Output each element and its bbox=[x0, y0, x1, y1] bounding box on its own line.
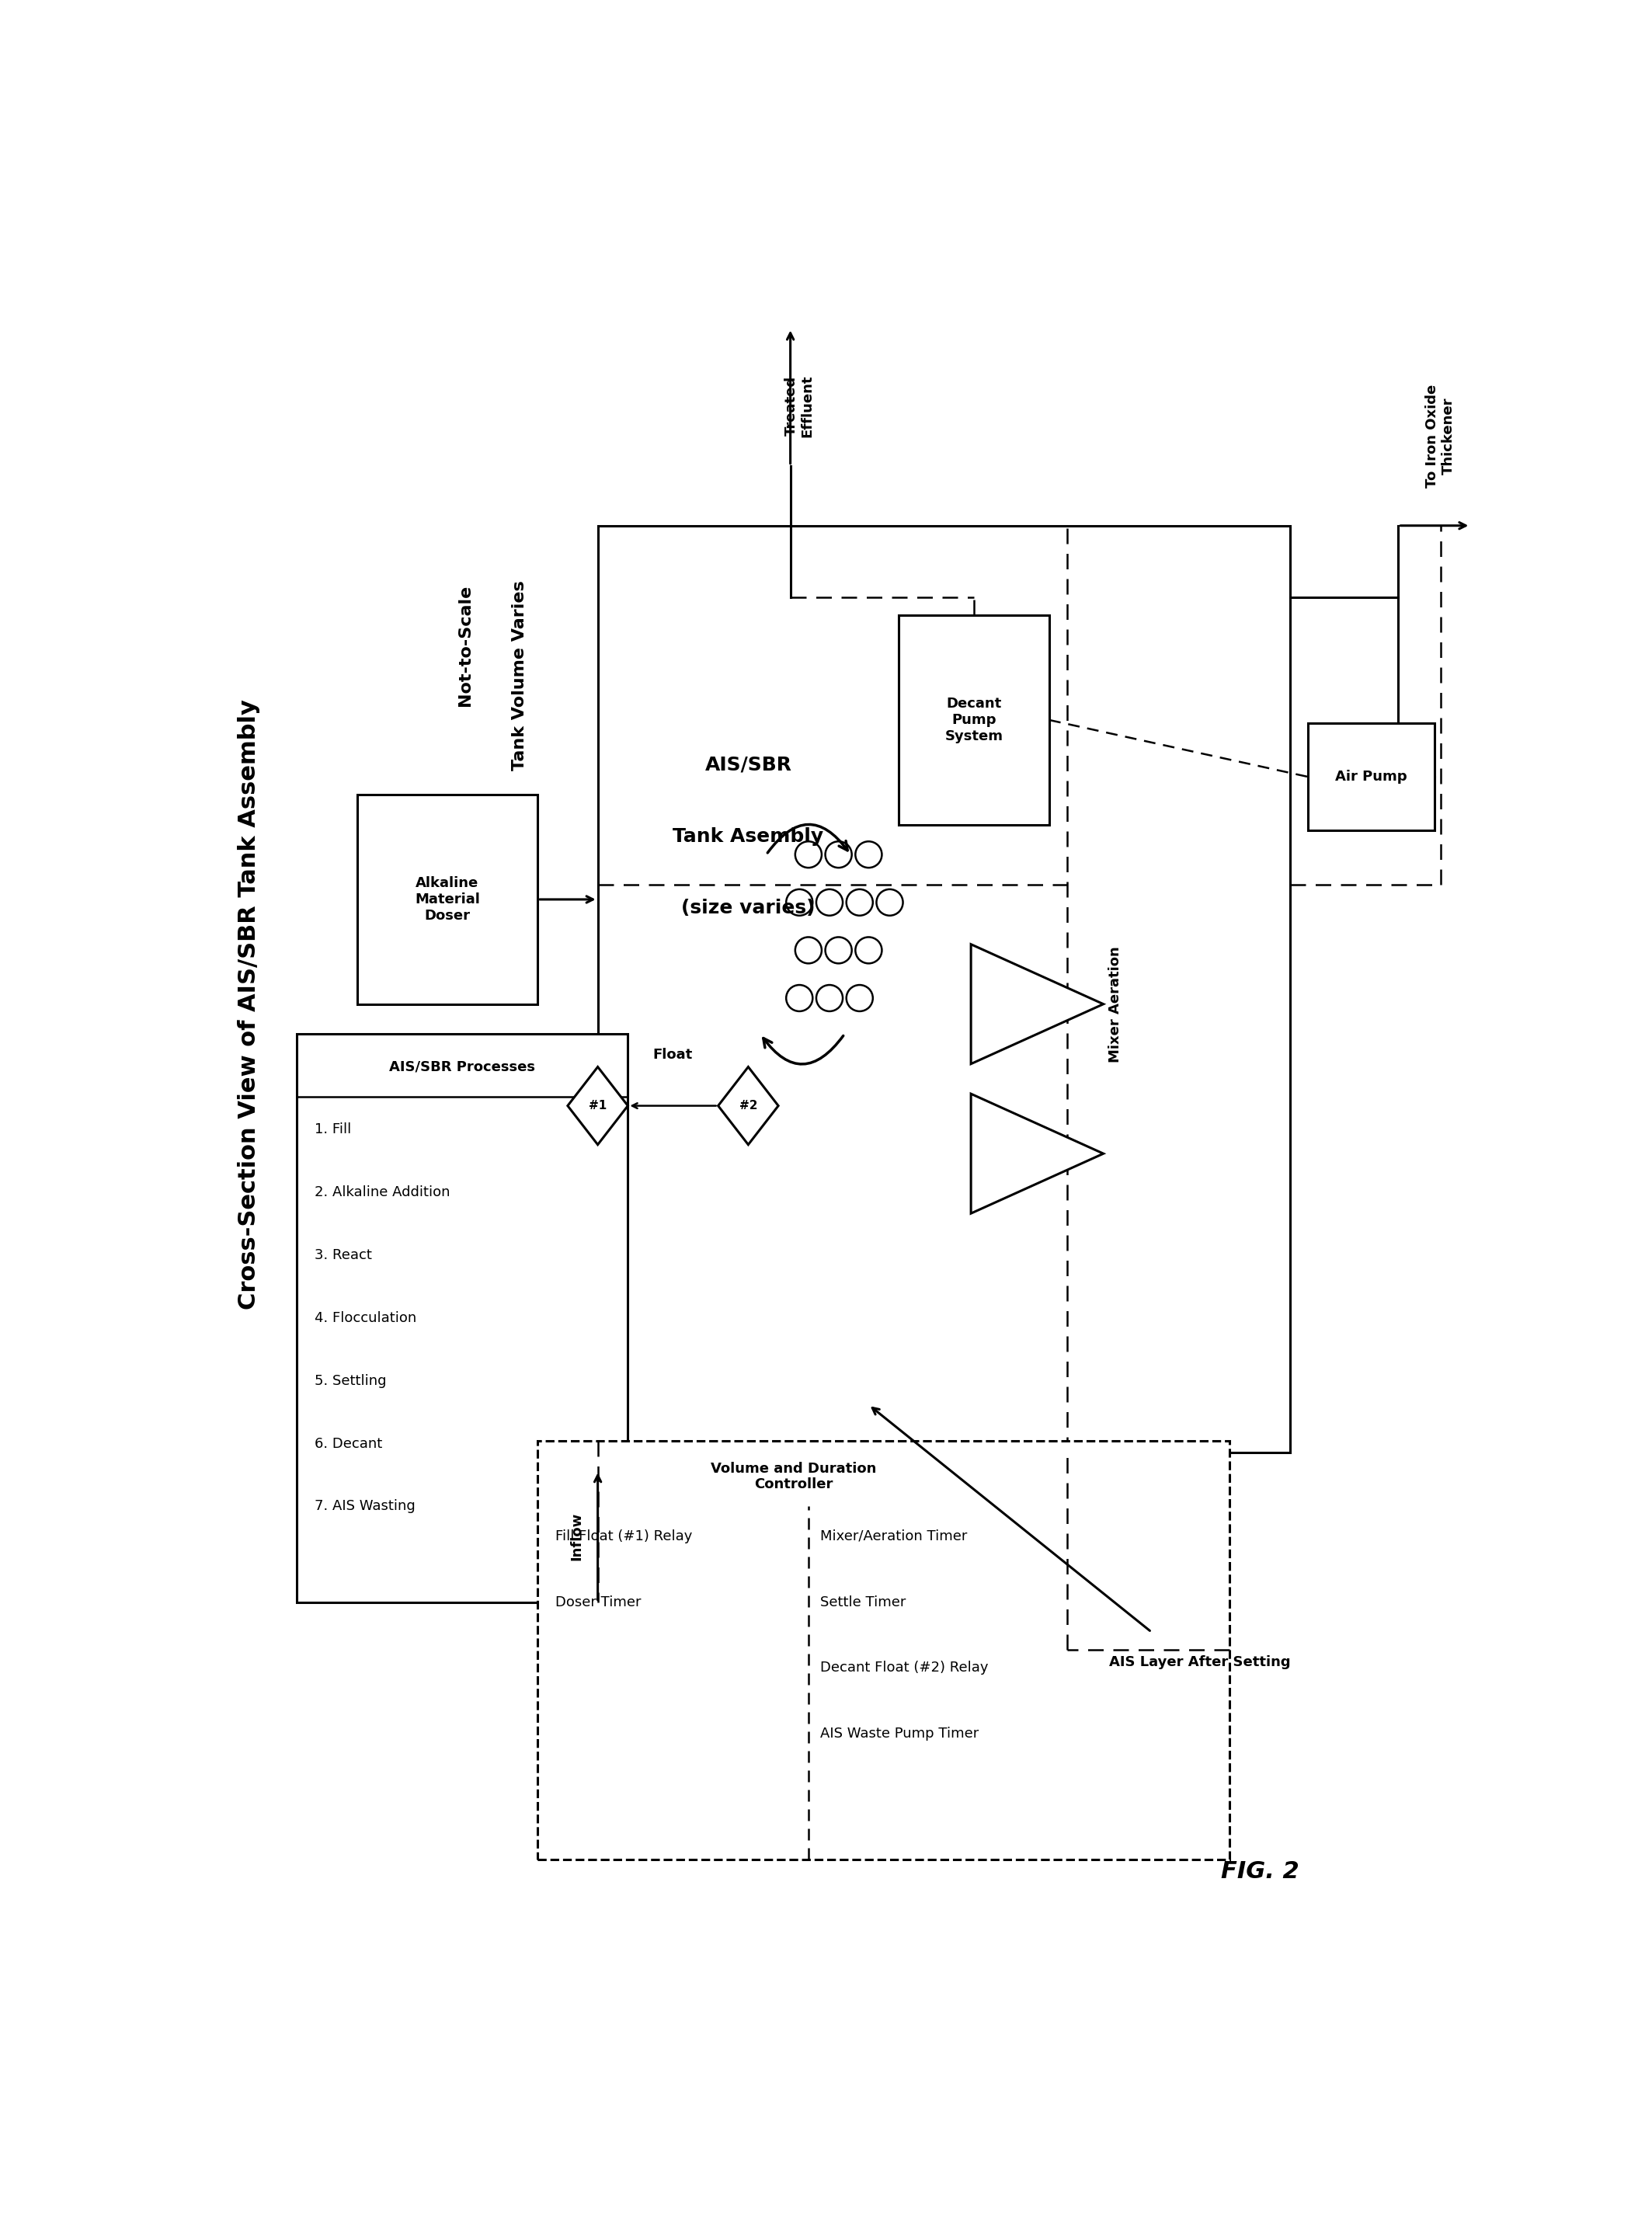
FancyBboxPatch shape bbox=[1308, 723, 1434, 830]
FancyBboxPatch shape bbox=[598, 526, 1290, 1452]
FancyBboxPatch shape bbox=[899, 615, 1049, 825]
Text: AIS/SBR Processes: AIS/SBR Processes bbox=[390, 1060, 535, 1074]
Text: Not-to-Scale: Not-to-Scale bbox=[458, 584, 472, 707]
Polygon shape bbox=[719, 1067, 778, 1145]
FancyBboxPatch shape bbox=[297, 1033, 628, 1602]
Text: 2. Alkaline Addition: 2. Alkaline Addition bbox=[316, 1186, 451, 1199]
Text: Alkaline
Material
Doser: Alkaline Material Doser bbox=[415, 877, 479, 922]
Text: Settle Timer: Settle Timer bbox=[821, 1595, 907, 1608]
Text: 1. Fill: 1. Fill bbox=[316, 1123, 352, 1136]
Text: Inflow: Inflow bbox=[570, 1512, 583, 1561]
Text: 5. Settling: 5. Settling bbox=[316, 1374, 387, 1387]
Text: #2: #2 bbox=[738, 1101, 757, 1112]
Text: Tank Volume Varies: Tank Volume Varies bbox=[512, 579, 527, 770]
Text: Mixer Aeration: Mixer Aeration bbox=[1108, 946, 1122, 1063]
Polygon shape bbox=[568, 1067, 628, 1145]
Text: AIS Waste Pump Timer: AIS Waste Pump Timer bbox=[821, 1727, 980, 1740]
Text: 4. Flocculation: 4. Flocculation bbox=[316, 1311, 416, 1324]
Text: 3. React: 3. React bbox=[316, 1248, 372, 1262]
Text: AIS/SBR: AIS/SBR bbox=[705, 756, 791, 774]
Text: Volume and Duration
Controller: Volume and Duration Controller bbox=[710, 1461, 876, 1492]
Text: Doser Timer: Doser Timer bbox=[555, 1595, 641, 1608]
Text: 7. AIS Wasting: 7. AIS Wasting bbox=[316, 1499, 416, 1514]
Polygon shape bbox=[971, 1094, 1104, 1212]
Text: #1: #1 bbox=[588, 1101, 606, 1112]
Text: Float: Float bbox=[653, 1047, 692, 1063]
Polygon shape bbox=[971, 944, 1104, 1065]
Text: To Iron Oxide
Thickener: To Iron Oxide Thickener bbox=[1426, 385, 1455, 488]
Text: Tank Asembly: Tank Asembly bbox=[672, 828, 824, 846]
Text: Decant
Pump
System: Decant Pump System bbox=[945, 698, 1003, 743]
Text: FIG. 2: FIG. 2 bbox=[1221, 1859, 1298, 1884]
Text: Cross-Section View of AIS/SBR Tank Assembly: Cross-Section View of AIS/SBR Tank Assem… bbox=[238, 698, 259, 1309]
Text: Decant Float (#2) Relay: Decant Float (#2) Relay bbox=[821, 1660, 988, 1676]
Text: Air Pump: Air Pump bbox=[1335, 770, 1408, 783]
Text: Fill Float (#1) Relay: Fill Float (#1) Relay bbox=[555, 1530, 692, 1544]
FancyBboxPatch shape bbox=[357, 794, 537, 1004]
Text: 6. Decant: 6. Decant bbox=[316, 1436, 383, 1450]
FancyBboxPatch shape bbox=[537, 1441, 1229, 1859]
Text: Treated
Effluent: Treated Effluent bbox=[785, 376, 814, 436]
Text: Mixer/Aeration Timer: Mixer/Aeration Timer bbox=[821, 1530, 968, 1544]
Text: (size varies): (size varies) bbox=[681, 899, 814, 917]
Text: AIS Layer After Setting: AIS Layer After Setting bbox=[1108, 1655, 1290, 1669]
